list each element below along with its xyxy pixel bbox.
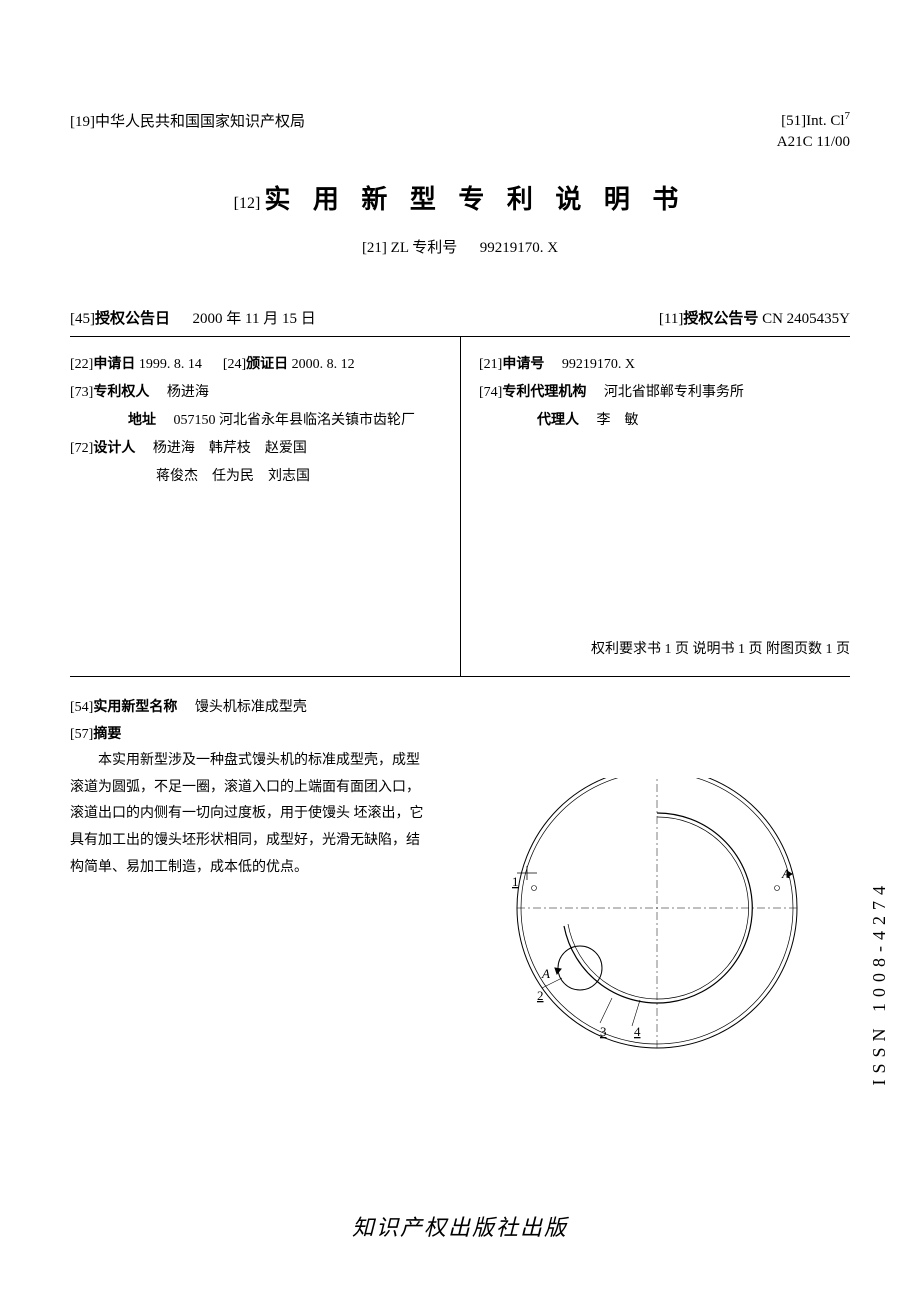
patentee-label: 专利权人 <box>93 385 149 400</box>
abstract-prefix: [57] <box>70 727 93 742</box>
designers-1: 杨进海 韩芹枝 赵爱国 <box>153 441 307 456</box>
grant-date-value: 2000 年 11 月 15 日 <box>193 311 316 327</box>
cert-date-value: 2000. 8. 12 <box>292 357 355 372</box>
agency-line: [74]专利代理机构 河北省邯郸专利事务所 <box>479 379 850 407</box>
app-date-value: 1999. 8. 14 <box>139 357 202 372</box>
name-label: 实用新型名称 <box>93 700 177 715</box>
title-prefix: [12] <box>234 195 261 212</box>
header-row: [19]中华人民共和国国家知识产权局 [51]Int. Cl7 A21C 11/… <box>70 110 850 151</box>
app-num-line: [21]申请号 99219170. X <box>479 351 850 379</box>
svg-text:1: 1 <box>512 874 519 889</box>
invention-name: 馒头机标准成型壳 <box>195 700 307 715</box>
svg-text:A: A <box>541 966 550 981</box>
classification-code: A21C 11/00 <box>777 134 850 151</box>
grant-pub-number: CN 2405435Y <box>762 311 850 327</box>
int-cl: [51]Int. Cl7 <box>781 113 850 129</box>
authority-block: [19]中华人民共和国国家知识产权局 <box>70 110 305 151</box>
patent-number-value: 99219170. X <box>480 240 558 256</box>
abstract-label: 摘要 <box>93 727 121 742</box>
int-cl-sup: 7 <box>845 110 851 122</box>
publisher-line: 知识产权出版社出版 <box>0 1210 920 1242</box>
patent-figure: 1 2 3 4 A A <box>482 778 812 1058</box>
authority-name: 中华人民共和国国家知识产权局 <box>95 114 305 130</box>
designer-label: 设计人 <box>93 441 135 456</box>
agent-name: 李 敏 <box>597 413 639 428</box>
int-cl-label: Int. Cl <box>806 113 844 129</box>
designer-prefix: [72] <box>70 441 93 456</box>
agency-label: 专利代理机构 <box>502 385 586 400</box>
abstract-row: 本实用新型涉及一种盘式馒头机的标准成型壳，成型滚道为圆弧，不足一圈，滚道入口的上… <box>70 748 850 1058</box>
agency-prefix: [74] <box>479 385 502 400</box>
meta-row: [45]授权公告日 2000 年 11 月 15 日 [11]授权公告号 CN … <box>70 307 850 337</box>
title-row: [12]实 用 新 型 专 利 说 明 书 <box>70 179 850 216</box>
abstract-text-block: 本实用新型涉及一种盘式馒头机的标准成型壳，成型滚道为圆弧，不足一圈，滚道入口的上… <box>70 748 444 1058</box>
abstract-text: 本实用新型涉及一种盘式馒头机的标准成型壳，成型滚道为圆弧，不足一圈，滚道入口的上… <box>70 748 424 881</box>
patent-page: [19]中华人民共和国国家知识产权局 [51]Int. Cl7 A21C 11/… <box>0 0 920 1098</box>
address-line: 地址 057150 河北省永年县临洺关镇市齿轮厂 <box>70 407 448 435</box>
app-num-value: 99219170. X <box>562 357 635 372</box>
grant-date-block: [45]授权公告日 2000 年 11 月 15 日 <box>70 307 316 328</box>
svg-text:4: 4 <box>634 1024 641 1039</box>
cert-date-prefix: [24] <box>223 357 246 372</box>
patentee-name: 杨进海 <box>167 385 209 400</box>
address-value: 057150 河北省永年县临洺关镇市齿轮厂 <box>174 413 416 428</box>
app-num-prefix: [21] <box>479 357 502 372</box>
grant-pub-block: [11]授权公告号 CN 2405435Y <box>659 307 850 328</box>
grant-pub-label: 授权公告号 <box>683 311 758 327</box>
patent-number-prefix: [21] ZL 专利号 <box>362 240 457 256</box>
grant-date-label: 授权公告日 <box>95 311 170 327</box>
app-date-prefix: [22] <box>70 357 93 372</box>
cert-date-label: 颁证日 <box>246 357 288 372</box>
designers-line2: 蒋俊杰 任为民 刘志国 <box>70 463 448 491</box>
designers-2: 蒋俊杰 任为民 刘志国 <box>156 469 310 484</box>
app-num-label: 申请号 <box>502 357 544 372</box>
figure-area: 1 2 3 4 A A <box>444 748 850 1058</box>
authority-prefix: [19] <box>70 114 95 130</box>
svg-text:2: 2 <box>537 988 544 1003</box>
address-label: 地址 <box>128 413 156 428</box>
agency-name: 河北省邯郸专利事务所 <box>604 385 744 400</box>
patent-number-row: [21] ZL 专利号 99219170. X <box>70 236 850 257</box>
issn-code: ISSN 1008-4274 <box>869 880 890 1086</box>
patentee-line: [73]专利权人 杨进海 <box>70 379 448 407</box>
agent-line: 代理人 李 敏 <box>479 407 850 435</box>
abstract-section: [54]实用新型名称 馒头机标准成型壳 [57]摘要 本实用新型涉及一种盘式馒头… <box>70 695 850 1058</box>
svg-text:3: 3 <box>600 1024 607 1039</box>
right-column: [21]申请号 99219170. X [74]专利代理机构 河北省邯郸专利事务… <box>460 337 850 676</box>
name-prefix: [54] <box>70 700 93 715</box>
grant-date-prefix: [45] <box>70 311 95 327</box>
app-date-label: 申请日 <box>93 357 135 372</box>
document-title: 实 用 新 型 专 利 说 明 书 <box>264 185 686 214</box>
designers-line1: [72]设计人 杨进海 韩芹枝 赵爱国 <box>70 435 448 463</box>
int-cl-prefix: [51] <box>781 113 806 129</box>
application-dates: [22]申请日 1999. 8. 14 [24]颁证日 2000. 8. 12 <box>70 351 448 379</box>
abstract-label-line: [57]摘要 <box>70 722 850 749</box>
bibliographic-columns: [22]申请日 1999. 8. 14 [24]颁证日 2000. 8. 12 … <box>70 337 850 677</box>
left-column: [22]申请日 1999. 8. 14 [24]颁证日 2000. 8. 12 … <box>70 337 460 676</box>
grant-pub-prefix: [11] <box>659 311 683 327</box>
patentee-prefix: [73] <box>70 385 93 400</box>
classification-block: [51]Int. Cl7 A21C 11/00 <box>777 110 850 151</box>
page-counts: 权利要求书 1 页 说明书 1 页 附图页数 1 页 <box>591 636 850 664</box>
agent-label: 代理人 <box>537 413 579 428</box>
invention-name-line: [54]实用新型名称 馒头机标准成型壳 <box>70 695 850 722</box>
